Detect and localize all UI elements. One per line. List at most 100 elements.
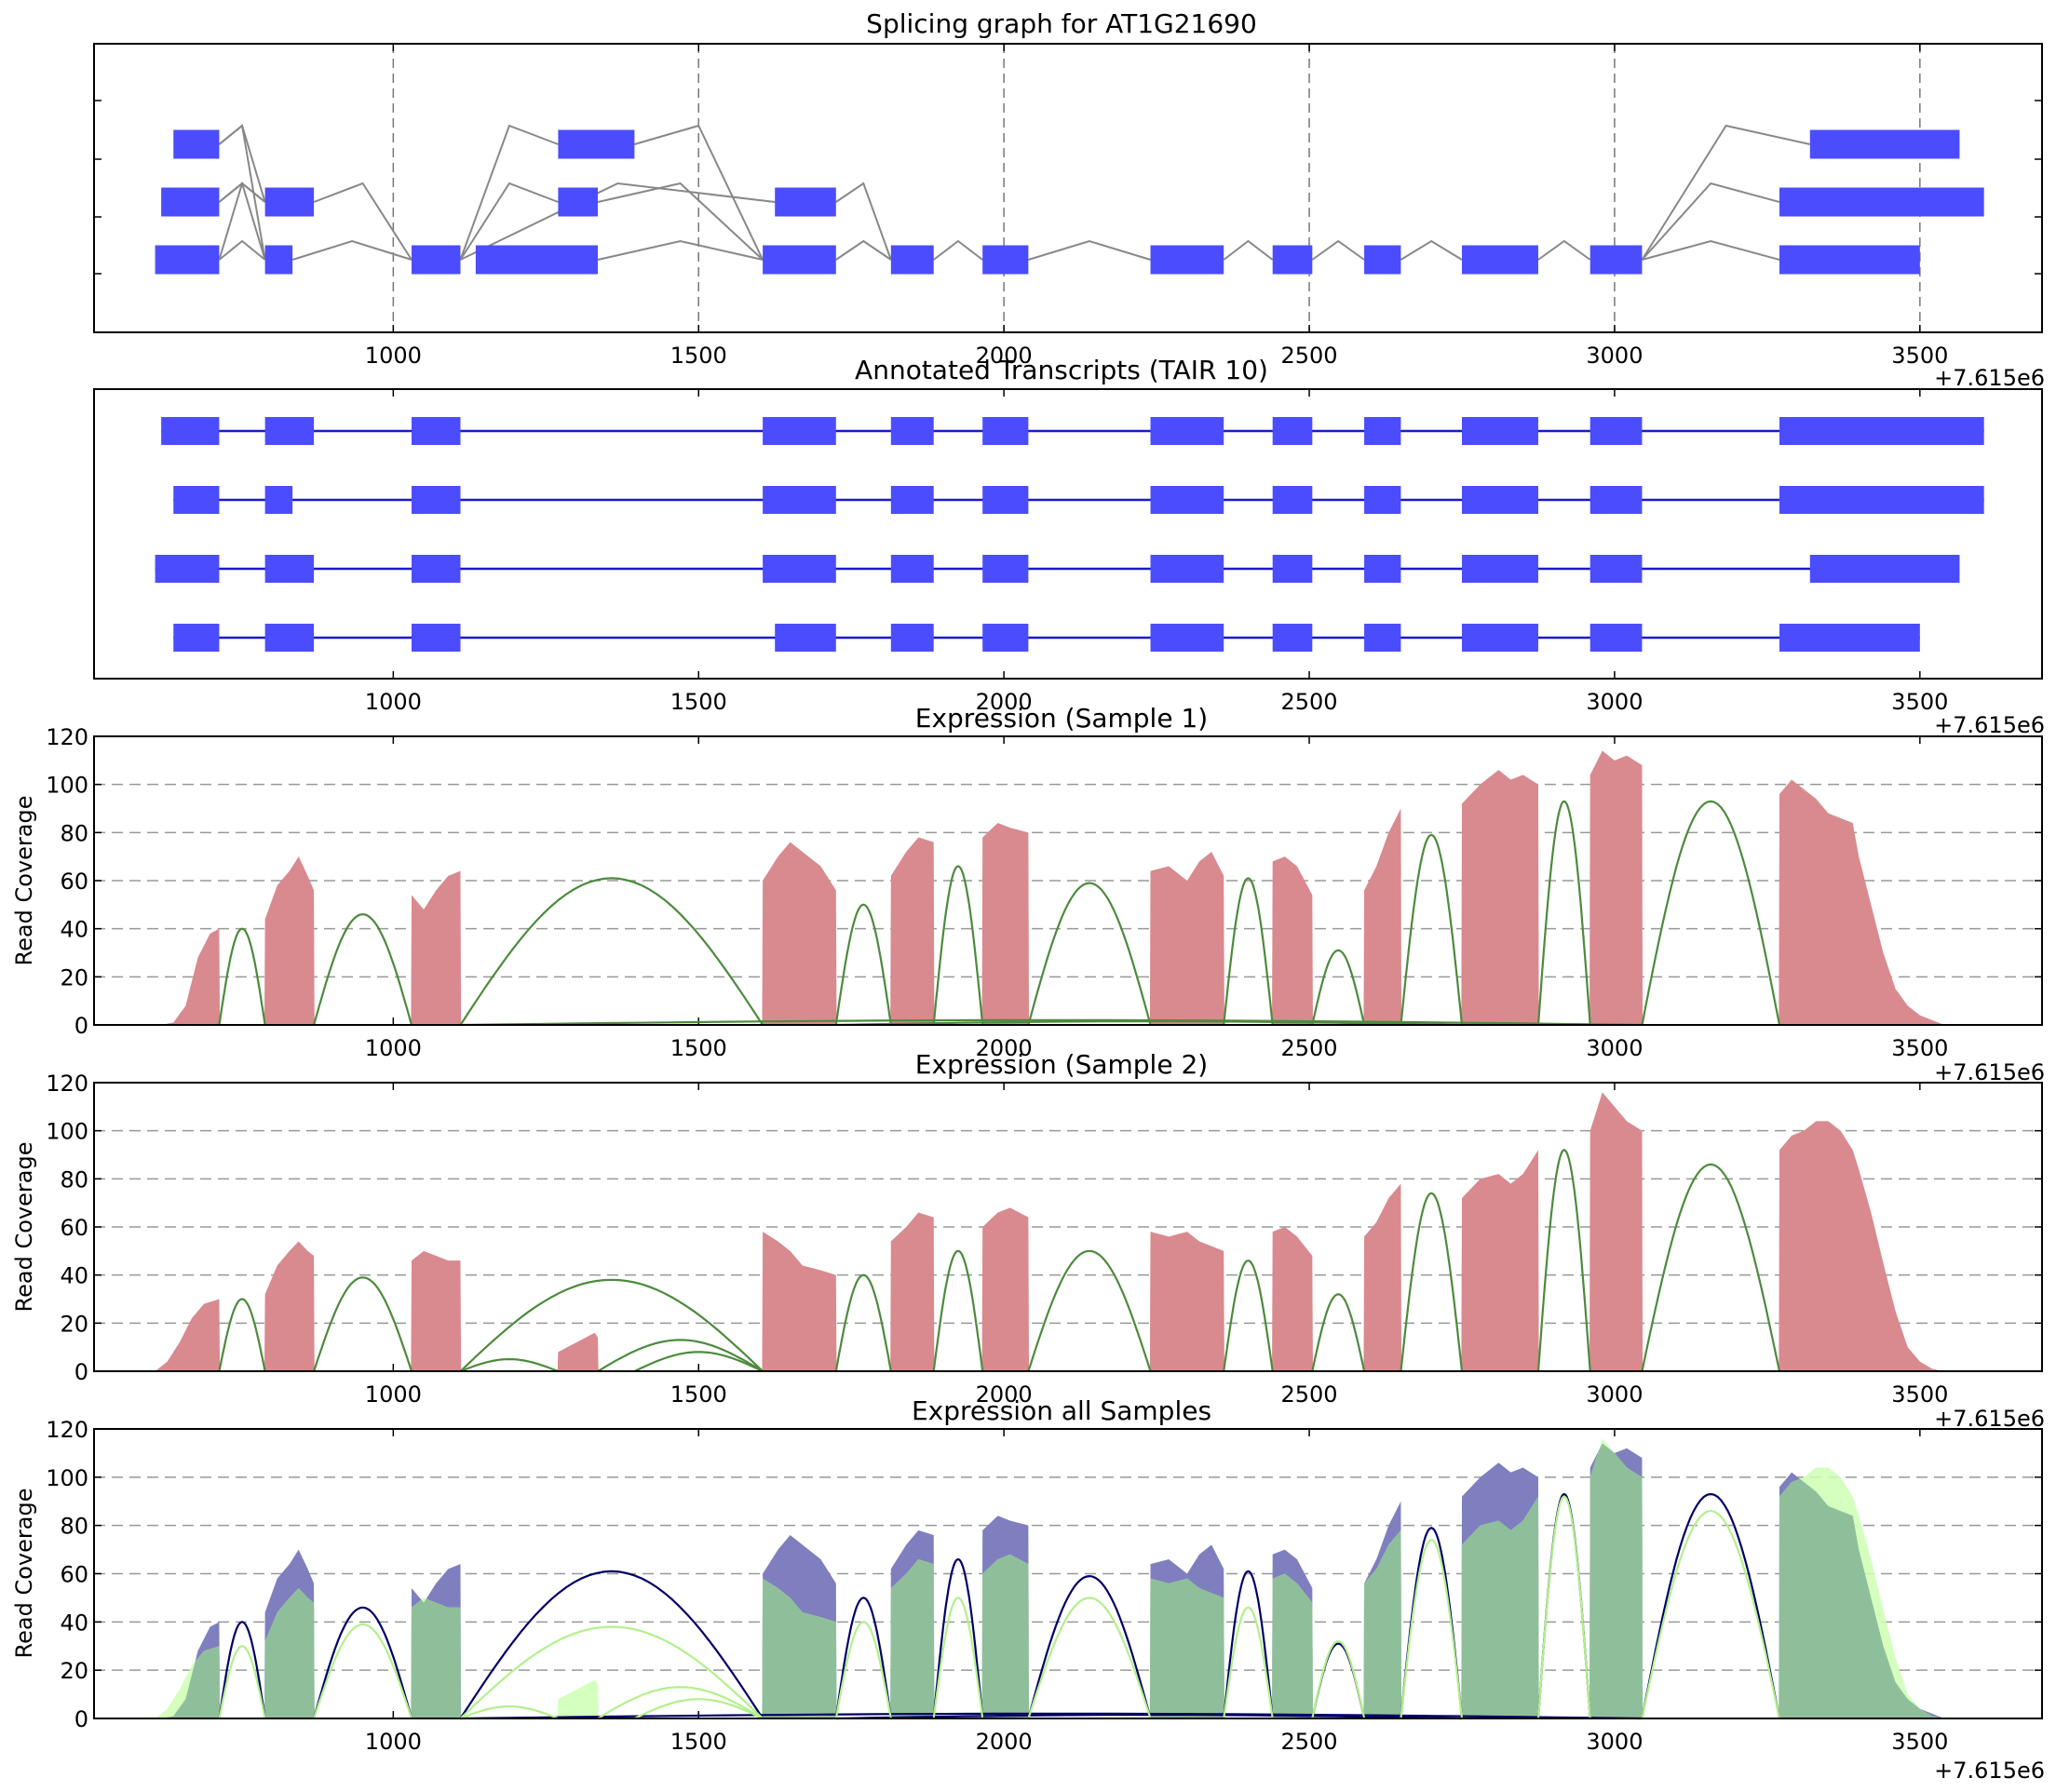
splice-exon bbox=[412, 245, 461, 275]
x-tick-label: 2000 bbox=[976, 343, 1033, 369]
x-tick-label: 3500 bbox=[1891, 689, 1948, 715]
splice-exon bbox=[1150, 245, 1224, 275]
transcript-exon bbox=[1272, 555, 1313, 583]
splice-title: Splicing graph for AT1G21690 bbox=[866, 8, 1257, 39]
coverage-area bbox=[142, 1092, 1945, 1371]
y-tick-label: 100 bbox=[46, 1465, 88, 1491]
y-tick-label: 120 bbox=[46, 724, 88, 750]
junction-arc-sample2 bbox=[597, 1686, 764, 1719]
y-tick-label: 100 bbox=[46, 773, 88, 799]
splice-exon bbox=[763, 245, 836, 275]
coverage-overlap bbox=[142, 1443, 1948, 1718]
sample1-ylabel: Read Coverage bbox=[11, 796, 37, 966]
splice-edge bbox=[835, 182, 892, 261]
splice-exon bbox=[161, 187, 220, 217]
transcript-exon bbox=[890, 624, 934, 652]
splice-exon bbox=[1364, 245, 1401, 275]
junction-arc-sample2 bbox=[313, 1623, 413, 1719]
y-tick-label: 20 bbox=[60, 964, 88, 990]
transcript-exon bbox=[1461, 555, 1538, 583]
junction-arc bbox=[1536, 800, 1591, 1026]
x-tick-label: 1500 bbox=[670, 343, 727, 369]
transcript-exon bbox=[412, 555, 461, 583]
junction-arc bbox=[597, 1339, 764, 1372]
splice-edge bbox=[1641, 182, 1780, 261]
transcript-exon bbox=[1779, 486, 1984, 514]
transcript-exon bbox=[264, 417, 315, 445]
junction-arc-sample1 bbox=[1027, 1574, 1152, 1719]
splice-edge bbox=[1537, 239, 1591, 261]
splice-exon bbox=[558, 129, 635, 159]
transcript-exon bbox=[264, 555, 315, 583]
junction-arc-sample1 bbox=[460, 1712, 1643, 1720]
x-tick-label: 3500 bbox=[1891, 1381, 1948, 1408]
junction-arc-sample2 bbox=[834, 1621, 892, 1719]
splice-edge bbox=[597, 182, 764, 261]
transcript-exon bbox=[1364, 624, 1401, 652]
splice-edge bbox=[1223, 239, 1274, 261]
splice-edge bbox=[933, 239, 983, 261]
sample1-offset-label: +7.615e6 bbox=[1934, 1059, 2045, 1085]
transcript-exon bbox=[264, 486, 293, 514]
transcript-exon bbox=[1589, 555, 1643, 583]
x-tick-label: 3000 bbox=[1586, 343, 1643, 369]
coverage-area bbox=[149, 750, 1945, 1025]
junction-arc-sample2 bbox=[218, 1645, 266, 1719]
junction-arc-sample1 bbox=[1400, 1527, 1464, 1719]
transcript-exon bbox=[1272, 417, 1313, 445]
junction-arc bbox=[1641, 1163, 1781, 1372]
splice-exon bbox=[1779, 245, 1920, 275]
axes-frame bbox=[93, 388, 2043, 680]
junction-arc-sample2 bbox=[1311, 1639, 1366, 1719]
x-tick-label: 2500 bbox=[1281, 689, 1338, 715]
junction-arc bbox=[1400, 833, 1464, 1026]
axes-frame bbox=[93, 735, 2043, 1026]
splice-edge bbox=[218, 124, 266, 203]
splice-edge bbox=[1642, 239, 1780, 261]
transcript-exon bbox=[264, 624, 315, 652]
splice-edge bbox=[218, 124, 266, 261]
junction-arc bbox=[218, 1298, 266, 1372]
axes-frame bbox=[93, 1082, 2043, 1372]
transcript-exon bbox=[1461, 417, 1538, 445]
sample2-ylabel: Read Coverage bbox=[11, 1142, 37, 1313]
junction-arc-sample1 bbox=[834, 1597, 892, 1719]
x-tick-label: 3500 bbox=[1891, 1035, 1948, 1061]
axes-frame bbox=[93, 43, 2043, 333]
transcript-exon bbox=[1150, 555, 1224, 583]
x-tick-label: 2500 bbox=[1281, 1381, 1338, 1408]
x-tick-label: 2500 bbox=[1281, 343, 1338, 369]
x-tick-label: 1500 bbox=[670, 1729, 727, 1755]
transcript-exon bbox=[890, 555, 934, 583]
y-tick-label: 20 bbox=[60, 1311, 88, 1337]
junction-arc-sample2 bbox=[1223, 1606, 1274, 1719]
junction-arc bbox=[459, 1278, 764, 1372]
transcript-exon bbox=[763, 417, 836, 445]
splice-edge bbox=[291, 239, 413, 261]
junction-arc bbox=[932, 1249, 984, 1372]
splice-panel: Splicing graph for AT1G21690 1000 1500 200… bbox=[93, 8, 2045, 391]
splice-exon bbox=[775, 187, 836, 217]
y-tick-label: 0 bbox=[74, 1359, 88, 1385]
x-tick-label: 2500 bbox=[1281, 1729, 1338, 1755]
x-tick-label: 1000 bbox=[365, 1035, 422, 1061]
splice-edge bbox=[1641, 124, 1811, 261]
junction-arc bbox=[460, 1358, 559, 1373]
junction-arc-sample2 bbox=[633, 1698, 764, 1719]
splice-edge bbox=[1400, 239, 1463, 261]
all-panel: Expression all Samples Read Coverage 100… bbox=[11, 1395, 2045, 1784]
junction-arc-sample2 bbox=[460, 1704, 559, 1720]
y-tick-label: 60 bbox=[60, 869, 88, 895]
transcript-exon bbox=[763, 486, 836, 514]
junction-arc bbox=[460, 1018, 1643, 1027]
transcript-exon bbox=[412, 417, 461, 445]
splice-exon bbox=[1272, 245, 1313, 275]
all-offset-label: +7.615e6 bbox=[1934, 1758, 2045, 1784]
junction-arc bbox=[834, 903, 892, 1026]
transcript-exon bbox=[775, 624, 836, 652]
junction-arc bbox=[633, 1351, 764, 1372]
splice-edge bbox=[218, 239, 266, 261]
transcript-exon bbox=[982, 555, 1029, 583]
transcript-exon bbox=[173, 486, 220, 514]
transcripts-panel: Annotated Transcripts (TAIR 10) 1000 1500… bbox=[93, 355, 2045, 738]
